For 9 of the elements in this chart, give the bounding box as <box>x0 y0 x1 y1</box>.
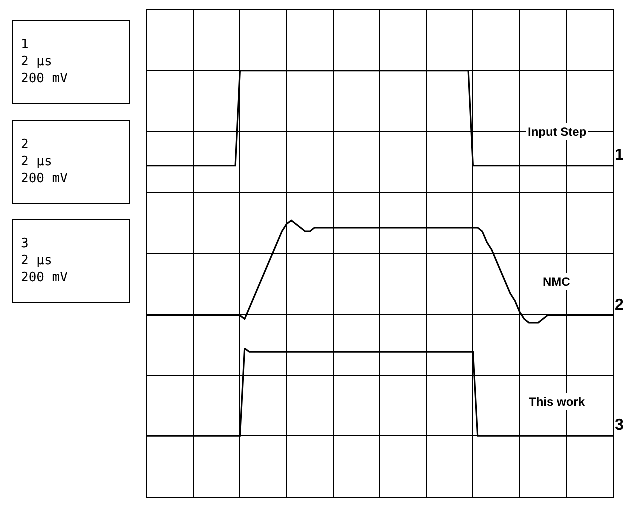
text: Input Step <box>528 125 587 139</box>
text: 2 2 µs 200 mV <box>21 138 68 186</box>
text: 1 2 µs 200 mV <box>21 38 68 86</box>
text: 1 <box>615 147 624 164</box>
text: This work <box>529 395 586 409</box>
text: NMC <box>543 275 571 289</box>
text: 3 <box>615 417 624 434</box>
text: 2 <box>615 297 624 314</box>
text: 3 2 µs 200 mV <box>21 236 68 286</box>
